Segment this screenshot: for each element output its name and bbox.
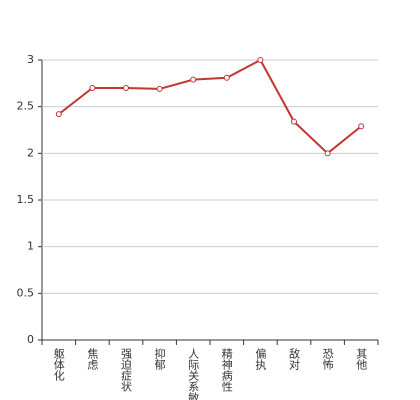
x-tick-label: 躯体化 <box>52 348 65 382</box>
x-tick-label: 强迫症状 <box>120 348 133 392</box>
y-tick-label: 2.5 <box>17 100 35 113</box>
point <box>324 150 331 157</box>
point <box>358 123 365 130</box>
x-tick-label: 抑郁 <box>153 347 166 370</box>
point <box>257 57 264 63</box>
point <box>156 85 163 92</box>
line <box>58 58 362 155</box>
y-tick-label: 0.5 <box>17 286 35 299</box>
y-tick-label: 2 <box>27 146 34 159</box>
x-tick-label: 其他 <box>355 348 368 370</box>
x-tick-label: 敌对 <box>288 347 301 370</box>
point <box>55 111 62 118</box>
x-tick-label: 恐怖 <box>321 348 334 370</box>
x-tick-label: 人际关系敏感 <box>187 348 200 400</box>
y-tick-label: 1.5 <box>17 193 35 206</box>
point <box>223 74 230 81</box>
point <box>123 85 129 91</box>
x-tick-label: 偏执 <box>254 347 267 371</box>
y-tick-label: 0 <box>27 333 34 346</box>
x-tick-label: 焦虑 <box>86 348 99 370</box>
point <box>190 76 197 83</box>
y-tick-label: 3 <box>27 53 34 66</box>
x-tick-label: 精神病性 <box>220 348 233 393</box>
point <box>89 85 96 91</box>
point <box>291 118 297 125</box>
y-tick-label: 1 <box>27 240 34 253</box>
